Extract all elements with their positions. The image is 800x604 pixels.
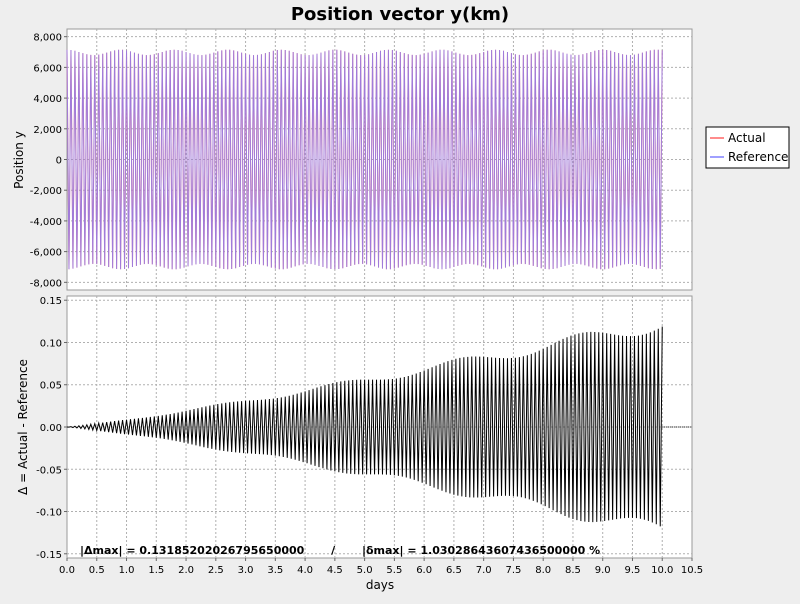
x-tick-label: 10.0	[651, 565, 673, 576]
x-tick-label: 6.0	[416, 565, 432, 576]
x-tick-label: 3.0	[238, 565, 254, 576]
x-axis-label: days	[366, 578, 394, 592]
x-tick-label: 6.5	[446, 565, 462, 576]
top-y-axis-label: Position y	[12, 131, 26, 189]
legend-box	[705, 126, 790, 169]
series-line-reference	[66, 49, 663, 270]
x-tick-label: 10.5	[681, 565, 703, 576]
top-y-tick-label: 8,000	[33, 33, 62, 44]
x-tick-label: 4.0	[297, 565, 313, 576]
bottom-x-ticks: 0.0 0.5 1.0 1.5 2.0 2.5 3.0 3.5 4.0 4.5 5.0 5.5 6.0 6…	[59, 558, 703, 576]
x-tick-label: 3.5	[267, 565, 283, 576]
x-tick-label: 9.0	[595, 565, 611, 576]
x-tick-label: 5.0	[357, 565, 373, 576]
x-tick-label: 0.0	[59, 565, 75, 576]
bottom-y-tick-label: 0.00	[40, 423, 62, 434]
x-tick-label: 9.5	[625, 565, 641, 576]
bottom-y-tick-label: 0.05	[40, 381, 62, 392]
x-tick-label: 4.5	[327, 565, 343, 576]
top-series-group	[66, 49, 663, 270]
legend-label-reference: Reference	[728, 150, 788, 164]
top-y-tick-label: -4,000	[30, 217, 62, 228]
bottom-y-tick-label: 0.10	[40, 338, 62, 349]
bottom-y-tick-label: -0.05	[36, 465, 62, 476]
chart-title: Position vector y(km)	[291, 4, 509, 25]
legend: Actual Reference	[705, 126, 790, 169]
x-tick-label: 1.0	[119, 565, 135, 576]
x-tick-label: 2.0	[178, 565, 194, 576]
x-tick-label: 5.5	[386, 565, 402, 576]
x-tick-label: 1.5	[148, 565, 164, 576]
top-y-tick-label: 4,000	[33, 94, 62, 105]
top-y-tick-label: 6,000	[33, 63, 62, 74]
bottom-y-ticks: 0.15 0.10 0.05 0.00 -0.05 -0.10 -0.15	[36, 296, 67, 561]
x-tick-label: 7.5	[505, 565, 521, 576]
bottom-y-tick-label: -0.10	[36, 508, 62, 519]
x-tick-label: 8.0	[535, 565, 551, 576]
top-y-tick-label: -6,000	[30, 248, 62, 259]
bottom-y-tick-label: -0.15	[36, 550, 62, 561]
x-tick-label: 2.5	[208, 565, 224, 576]
x-tick-label: 7.0	[476, 565, 492, 576]
legend-label-actual: Actual	[728, 131, 766, 145]
x-tick-label: 8.5	[565, 565, 581, 576]
top-y-ticks: 8,000 6,000 4,000 2,000 0 -2,000 -4,000 -6,000 -…	[30, 33, 67, 289]
top-y-tick-label: -2,000	[30, 186, 62, 197]
delta-max-annotation: |Δmax| = 0.13185202026795650000 / |δmax|…	[80, 544, 600, 557]
series-line-delta	[66, 326, 663, 527]
top-y-tick-label: 2,000	[33, 125, 62, 136]
bottom-y-tick-label: 0.15	[40, 296, 62, 307]
bottom-series-group	[66, 326, 692, 527]
top-y-tick-label: 0	[56, 156, 62, 167]
x-tick-label: 0.5	[89, 565, 105, 576]
bottom-y-axis-label: Δ = Actual - Reference	[16, 359, 30, 495]
top-y-tick-label: -8,000	[30, 278, 62, 289]
